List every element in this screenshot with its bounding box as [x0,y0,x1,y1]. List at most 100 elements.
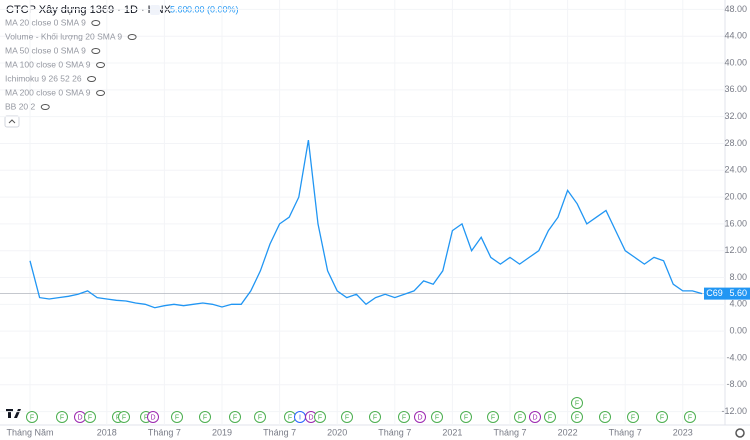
event-marker[interactable] [26,411,38,423]
price-line [29,139,703,309]
event-label: F [288,414,292,421]
y-tick-label: -4.00 [726,352,747,362]
event-marker[interactable] [254,411,266,423]
event-label: F [603,414,607,421]
event-label: F [116,414,120,421]
indicator-label: Ichimoku 9 26 52 26 [5,73,82,83]
x-tick-label: 2022 [558,427,578,437]
event-marker[interactable] [656,411,668,423]
event-label: D [532,414,537,421]
indicator-label: MA 20 close 0 SMA 9 [5,17,86,27]
event-label: F [435,414,439,421]
event-marker[interactable] [199,411,211,423]
indicator-label: Volume - Khối lượng 20 SMA 9 [5,31,122,41]
event-marker[interactable] [56,411,68,423]
event-label: F [631,414,635,421]
last-price-tag-bg [725,287,750,300]
event-marker[interactable] [544,411,556,423]
event-label: F [575,414,579,421]
symbol-tag-bg [704,287,725,300]
event-label: F [660,414,664,421]
event-marker[interactable] [684,411,696,423]
event-marker[interactable] [414,411,426,423]
y-tick-label: 32.00 [724,111,747,121]
x-tick-label: Tháng 7 [378,427,411,437]
event-label: D [417,414,422,421]
visibility-toggle[interactable] [91,48,101,54]
event-label: F [144,414,148,421]
event-marker[interactable] [487,411,499,423]
event-label: F [402,414,406,421]
y-tick-label: -8.00 [726,379,747,389]
visibility-toggle[interactable] [91,20,101,26]
event-label: F [373,414,377,421]
settings-button[interactable] [735,428,745,438]
event-label: D [77,414,82,421]
y-tick-label: 28.00 [724,138,747,148]
visibility-toggle[interactable] [40,104,50,110]
indicator-label: MA 50 close 0 SMA 9 [5,45,86,55]
indicator-label: MA 100 close 0 SMA 9 [5,59,91,69]
event-label: F [88,414,92,421]
event-label: F [688,414,692,421]
visibility-toggle[interactable] [127,34,137,40]
y-tick-label: 44.00 [724,31,747,41]
event-marker[interactable] [571,397,583,409]
event-label: F [491,414,495,421]
visibility-toggle[interactable] [96,62,106,68]
event-label: F [175,414,179,421]
event-label: I [299,414,301,421]
x-tick-label: Tháng 7 [148,427,181,437]
indicator-label: BB 20 2 [5,101,36,111]
collapse-button[interactable] [4,115,20,128]
x-tick-label: Tháng 7 [263,427,296,437]
event-marker[interactable] [341,411,353,423]
collapse-icon [8,119,16,124]
y-tick-label: 20.00 [724,191,747,201]
event-marker[interactable] [460,411,472,423]
last-price-tag: 5.60 [729,288,747,298]
event-marker[interactable] [571,411,583,423]
symbol-tag: C69 [706,288,723,298]
chart-title: CTCP Xây dựng 1369 · 1D · HNX [6,4,172,16]
event-marker[interactable] [369,411,381,423]
event-marker[interactable] [398,411,410,423]
y-tick-label: 16.00 [724,218,747,228]
event-marker[interactable] [431,411,443,423]
y-tick-label: 40.00 [724,57,747,67]
event-label: F [575,400,579,407]
visibility-toggle[interactable] [96,90,106,96]
y-tick-label: 8.00 [729,272,747,282]
event-marker[interactable] [171,411,183,423]
event-marker[interactable] [147,411,159,423]
event-label: D [308,414,313,421]
event-label: F [233,414,237,421]
event-label: F [548,414,552,421]
event-marker[interactable] [514,411,526,423]
event-label: F [518,414,522,421]
x-tick-label: Tháng 7 [609,427,642,437]
event-label: D [150,414,155,421]
event-marker[interactable] [599,411,611,423]
visibility-toggle[interactable] [87,76,97,82]
x-tick-label: 2019 [212,427,232,437]
interval-button[interactable] [150,5,160,15]
x-tick-label: 2021 [442,427,462,437]
event-label: F [345,414,349,421]
event-marker[interactable] [529,411,541,423]
event-label: F [60,414,64,421]
indicator-label: MA 200 close 0 SMA 9 [5,87,91,97]
event-marker[interactable] [118,411,130,423]
y-tick-label: 0.00 [729,326,747,336]
event-marker[interactable] [627,411,639,423]
x-tick-label: Tháng 7 [493,427,526,437]
y-tick-label: 4.00 [729,299,747,309]
event-marker[interactable] [84,411,96,423]
event-label: F [464,414,468,421]
event-marker[interactable] [229,411,241,423]
event-label: F [258,414,262,421]
event-marker[interactable] [314,411,326,423]
y-tick-label: 12.00 [724,245,747,255]
